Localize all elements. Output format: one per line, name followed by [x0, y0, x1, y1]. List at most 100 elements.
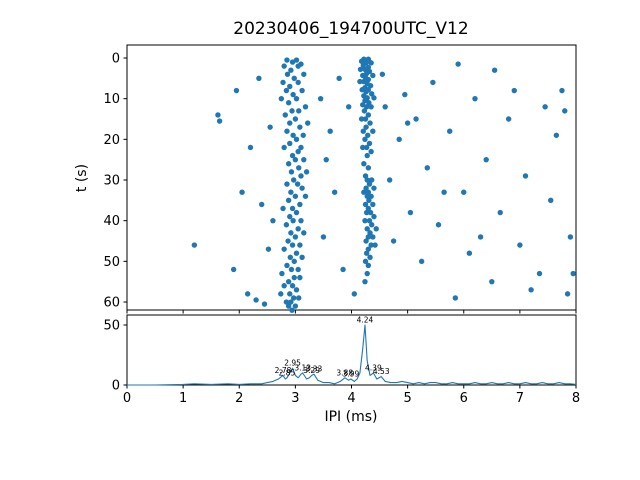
scatter-point [424, 165, 430, 171]
scatter-point [548, 197, 554, 204]
scatter-point [291, 258, 297, 265]
y-axis-label: t (s) [74, 164, 90, 192]
scatter-point [282, 112, 288, 118]
scatter-point [278, 291, 284, 297]
peak-annotation: 4.53 [373, 367, 390, 376]
scatter-point [360, 62, 366, 69]
scatter-point [288, 67, 294, 73]
scatter-point [302, 104, 309, 110]
scatter-point [367, 82, 374, 89]
scatter-point [230, 266, 237, 273]
scatter-point [331, 189, 338, 195]
scatter-point [289, 205, 296, 212]
scatter-point [452, 295, 459, 301]
scatter-point [285, 278, 292, 285]
scatter-point [404, 120, 411, 126]
scatter-point [364, 152, 370, 159]
scatter-point [303, 169, 310, 175]
scatter-point [327, 128, 333, 134]
scatter-point [362, 173, 369, 179]
scatter-point [371, 95, 377, 101]
scatter-point [292, 116, 299, 122]
scatter-point [284, 262, 290, 269]
scatter-point [363, 209, 370, 216]
scatter-point [367, 209, 374, 216]
y-tick-label: 50 [103, 319, 120, 334]
scatter-point [361, 189, 367, 195]
scatter-point [435, 222, 442, 228]
scatter-point [296, 295, 302, 301]
scatter-point [366, 100, 372, 106]
scatter-point [320, 234, 327, 240]
scatter-point [270, 217, 276, 224]
scatter-point [360, 144, 366, 151]
scatter-point [396, 136, 402, 143]
scatter-point [361, 161, 367, 167]
scatter-point [292, 303, 299, 309]
y-tick-label: 50 [103, 255, 120, 270]
scatter-point [288, 230, 294, 236]
scatter-point [364, 270, 370, 277]
scatter-point [287, 83, 293, 90]
scatter-point [281, 283, 287, 289]
scatter-point [283, 222, 290, 228]
scatter-point [299, 87, 305, 94]
scatter-point [364, 193, 370, 199]
scatter-point [289, 242, 296, 248]
scatter-point [295, 148, 301, 155]
scatter-point [497, 209, 503, 216]
scatter-point [368, 60, 374, 66]
scatter-point [364, 177, 370, 183]
scatter-point [370, 201, 376, 208]
scatter-point [278, 95, 285, 102]
scatter-point [430, 79, 436, 86]
scatter-point [372, 242, 378, 248]
scatter-point [297, 242, 303, 248]
scatter-point [340, 266, 346, 273]
scatter-point [216, 118, 223, 124]
scatter-point [287, 140, 293, 147]
scatter-point [418, 258, 425, 265]
scatter-point [289, 283, 296, 289]
scatter-point [297, 274, 303, 281]
scatter-point [284, 57, 290, 63]
scatter-point [298, 144, 304, 151]
scatter-point [301, 230, 307, 236]
scatter-point [296, 165, 302, 171]
peak-annotation: 2.78 [275, 366, 292, 375]
scatter-point [291, 274, 297, 281]
scatter-point [362, 136, 368, 143]
scatter-point [366, 197, 372, 204]
x-tick-label: 8 [572, 391, 580, 406]
scatter-point [570, 270, 576, 277]
scatter-point [379, 71, 386, 77]
scatter-point [292, 234, 299, 240]
scatter-point [317, 95, 324, 102]
scatter-point [287, 254, 294, 260]
scatter-point [293, 95, 300, 102]
scatter-point [281, 144, 287, 151]
scatter-point [491, 67, 498, 73]
peak-annotation: 3.99 [343, 370, 360, 379]
plot-dynamic-layer: 0 10 20 30 40 50 60 0 50 0 1 2 3 4 5 6 7 8 2.782.852.953.1… [103, 44, 580, 406]
scatter-point [365, 234, 372, 240]
scatter-point [287, 291, 293, 297]
scatter-point [358, 116, 365, 122]
scatter-point [382, 104, 388, 110]
scatter-point [364, 226, 370, 232]
scatter-point [289, 59, 296, 65]
scatter-point [367, 230, 373, 236]
scatter-point [288, 266, 295, 273]
scatter-point [553, 132, 560, 138]
scatter-point [265, 246, 272, 252]
x-tick-label: 3 [291, 391, 299, 406]
scatter-point [281, 63, 287, 69]
scatter-point [472, 95, 478, 102]
scatter-point [283, 299, 290, 305]
scatter-point [289, 307, 295, 313]
scatter-point [284, 181, 290, 187]
scatter-point [362, 278, 368, 285]
scatter-point [365, 132, 371, 138]
scatter-point [291, 75, 297, 82]
